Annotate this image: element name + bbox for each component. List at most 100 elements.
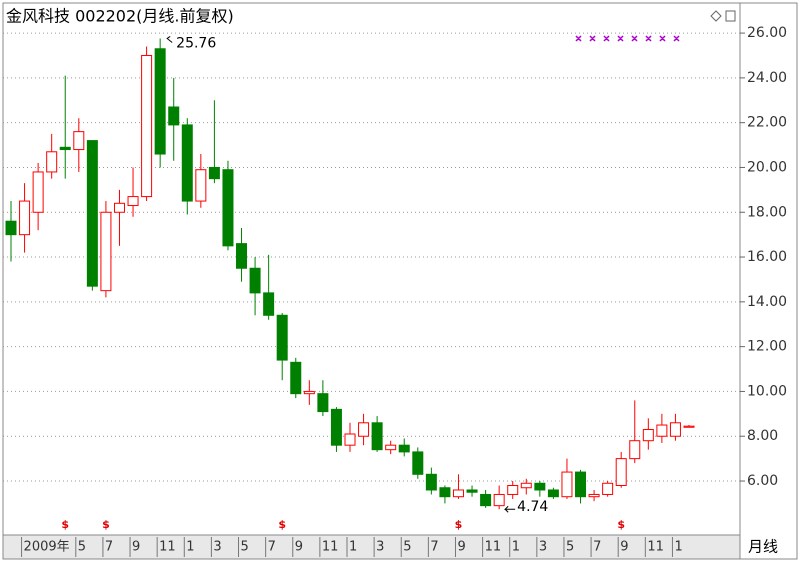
y-tick-label: 16.00 [747,249,787,265]
candle-body [141,54,153,198]
candle-body [154,48,166,155]
x-tick-label: 1 [512,540,520,555]
candle-body [669,422,681,437]
candle-body [466,489,478,493]
candle-body [656,424,668,437]
x-tick-label: 3 [213,540,221,555]
x-tick-label: 5 [403,540,411,555]
candle-body [683,425,695,428]
x-tick-label: 9 [132,540,140,555]
y-tick-label: 20.00 [747,159,787,175]
candle-body [615,458,627,487]
x-tick-label: 5 [241,540,249,555]
y-tick-label: 12.00 [747,339,787,355]
y-tick-label: 24.00 [747,70,787,86]
x-tick-label: 7 [105,540,113,555]
x-tick-label: 7 [593,540,601,555]
candle-body [46,151,58,173]
x-tick-label: 5 [566,540,574,555]
event-marker: $ [102,518,110,531]
candle-body [181,124,193,202]
candle-body [371,422,383,451]
candle-body [398,444,410,453]
candle-body [317,393,329,413]
candle-body [439,487,451,498]
candle-body [358,422,370,437]
event-marker: $ [61,518,69,531]
candle-body [507,485,519,495]
max-label: 25.76 [176,35,216,51]
x-tick-label: 1 [349,540,357,555]
y-tick-label: 26.00 [747,25,787,41]
max-pointer [166,36,173,43]
min-pointer [503,505,516,513]
candle-body [547,489,559,498]
candle-body [195,169,207,202]
x-tick-label: 11 [485,540,502,555]
candle-body [249,267,261,294]
x-tick-label: 7 [430,540,438,555]
candle-body [344,433,356,446]
candle-body [303,390,315,395]
candle-body [602,482,614,495]
indicator-crosses [575,35,680,42]
y-tick-label: 22.00 [747,115,787,131]
event-marker: $ [278,518,286,531]
candle-body [452,489,464,498]
x-tick-label: 1 [186,540,194,555]
x-tick-label: 5 [78,540,86,555]
candle-body [629,440,641,460]
candle-body [425,473,437,491]
candle-body [330,408,342,446]
x-tick-label: 9 [620,540,628,555]
candle-body [276,314,288,361]
candle-body [168,106,180,126]
candle-body [73,131,85,151]
y-tick-label: 8.00 [747,428,778,444]
candle-body [642,429,654,442]
candle-body [222,169,234,247]
candle-body [534,482,546,491]
candle-body [520,482,532,489]
candle-body [575,471,587,498]
event-marker: $ [617,518,625,531]
candle-body [385,444,397,451]
min-label: 4.74 [517,499,548,515]
corner-icons[interactable] [710,10,736,22]
candle-body [19,200,31,236]
x-tick-label: 11 [647,540,664,555]
chart-title: 金风科技 002202(月线.前复权) [6,7,234,26]
candle-body [208,166,220,180]
y-tick-label: 18.00 [747,204,787,220]
candle-body [290,361,302,395]
candle-body [100,211,112,292]
period-label: 月线 [748,538,778,556]
y-tick-label: 14.00 [747,294,787,310]
candle-body [588,493,600,498]
x-tick-label: 11 [159,540,176,555]
x-axis-strip [2,534,741,560]
candle-body [480,493,492,507]
candle-body [127,196,139,207]
candle-body [263,292,275,316]
y-tick-label: 6.00 [747,473,778,489]
candle-body [236,243,248,269]
candle-body [32,171,44,213]
candle-body [5,220,17,236]
candle-body [561,471,573,498]
y-tick-label: 10.00 [747,383,787,399]
candle-body [493,493,505,507]
x-tick-label: 9 [457,540,465,555]
candle-body [412,451,424,475]
candle-body [86,140,98,287]
x-tick-label: 11 [322,540,339,555]
event-marker: $ [455,518,463,531]
y-axis-strip [739,2,798,560]
candle-body [113,202,125,213]
plot-frame [2,2,741,536]
candle-body [59,146,71,151]
x-tick-label: 3 [539,540,547,555]
x-tick-label: 3 [376,540,384,555]
x-tick-label: 2009年 [24,540,70,555]
